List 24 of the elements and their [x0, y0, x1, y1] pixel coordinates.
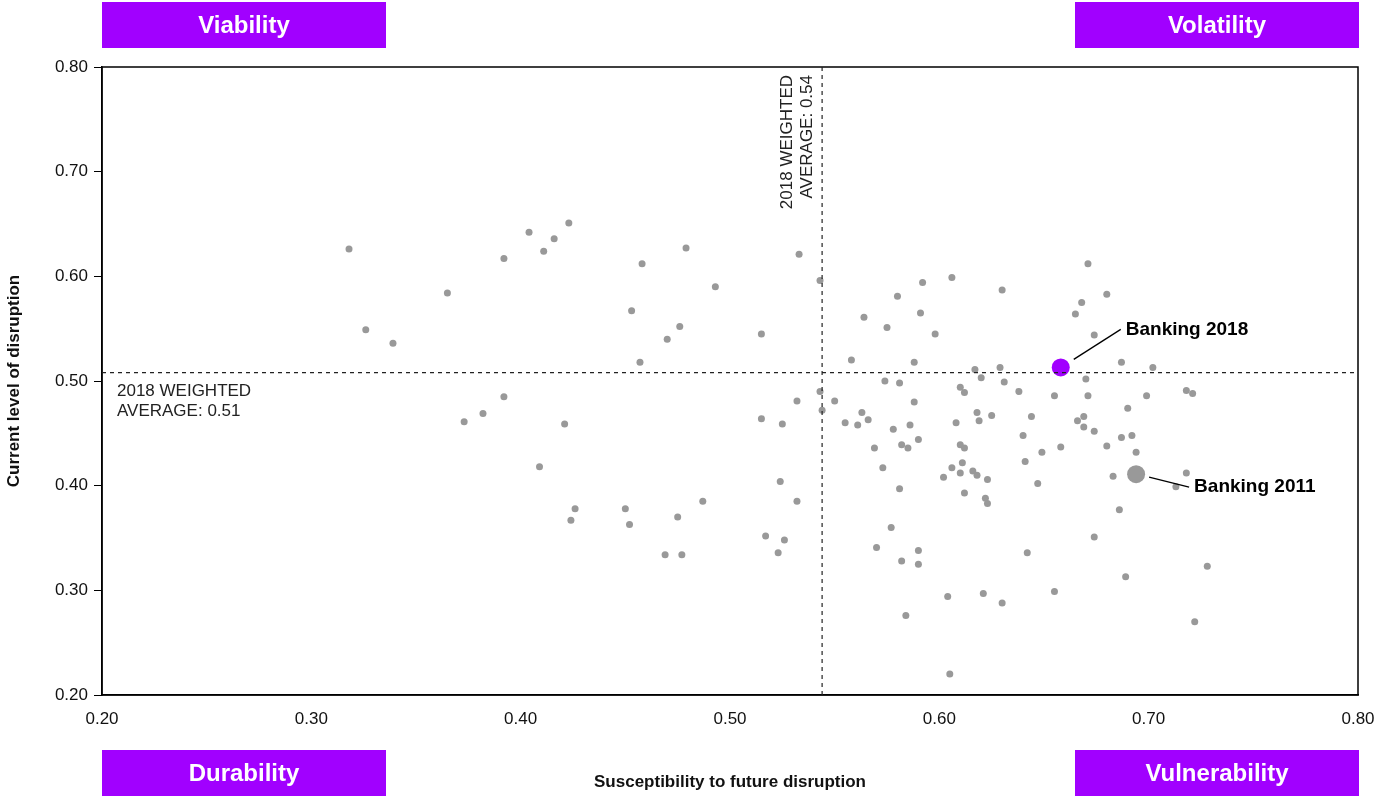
y-axis-title: Current level of disruption: [3, 274, 23, 488]
x-tick-label: 0.50: [713, 708, 747, 728]
y-tick-label: 0.40: [54, 475, 88, 495]
ref-line-label: 2018 WEIGHTED AVERAGE: 0.51: [117, 380, 252, 420]
y-tick-label: 0.30: [54, 580, 88, 600]
text: Durability: [102, 750, 386, 796]
x-tick-label: 0.20: [85, 708, 119, 728]
text: Viability: [102, 2, 386, 48]
x-tick-label: 0.40: [504, 708, 538, 728]
y-tick-label: 0.20: [54, 684, 88, 704]
x-tick-label: 0.60: [922, 708, 956, 728]
y-tick-label: 0.60: [54, 266, 88, 286]
text: Banking 2018: [1125, 317, 1249, 339]
text: Banking 2011: [1194, 475, 1316, 497]
y-tick-label: 0.80: [54, 56, 88, 76]
x-axis-title: Susceptibility to future disruption: [594, 772, 866, 792]
text: Vulnerability: [1075, 750, 1359, 796]
x-tick-label: 0.70: [1132, 708, 1166, 728]
x-tick-label: 0.30: [294, 708, 328, 728]
y-tick-label: 0.70: [54, 161, 88, 181]
x-tick-label: 0.80: [1341, 708, 1375, 728]
ref-line-label: 2018 WEIGHTED AVERAGE: 0.54: [777, 75, 817, 210]
y-tick-label: 0.50: [54, 370, 88, 390]
text: Volatility: [1075, 2, 1359, 48]
